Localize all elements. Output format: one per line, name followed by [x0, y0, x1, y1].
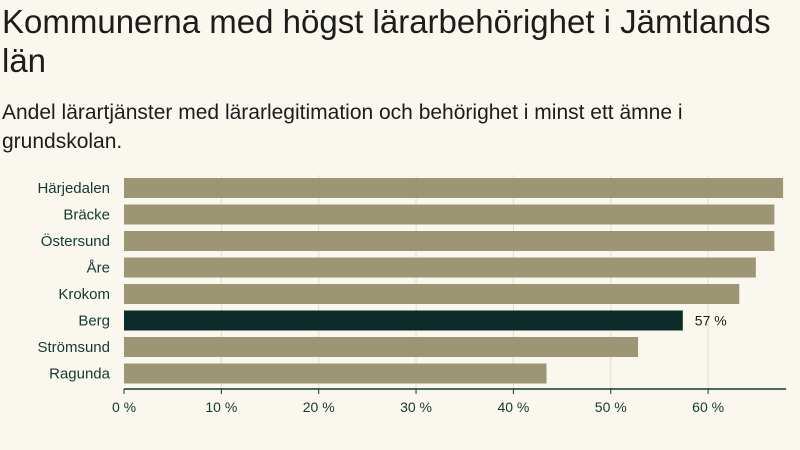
bars-group: [124, 178, 784, 384]
x-tick-label: 50 %: [595, 399, 627, 415]
x-tick-label: 10 %: [205, 399, 237, 415]
bar-krokom: [124, 284, 740, 304]
x-tick-label: 20 %: [303, 399, 335, 415]
bar-ragunda: [124, 363, 547, 384]
category-label: Åre: [87, 260, 110, 277]
bar-strömsund: [124, 337, 639, 357]
category-label: Berg: [78, 313, 110, 330]
category-label: Östersund: [41, 232, 110, 250]
category-label: Krokom: [58, 286, 110, 303]
category-label: Härjedalen: [37, 180, 110, 197]
x-tick-label: 60 %: [692, 399, 724, 415]
x-tick-label: 40 %: [497, 399, 529, 415]
bar-bräcke: [124, 204, 775, 225]
x-tick-label: 30 %: [400, 399, 432, 415]
bar-härjedalen: [124, 178, 784, 198]
bar-östersund: [124, 231, 775, 251]
bar-berg: [124, 310, 683, 331]
category-labels: Härjedalen Bräcke Östersund Åre Krokom Berg St…: [37, 180, 110, 383]
x-axis-ticks: 0 % 10 % 20 % 30 % 40 % 50 % 60 %: [112, 389, 724, 415]
value-labels: 57 %: [695, 313, 727, 329]
chart-subtitle: Andel lärartjänster med lärarlegitimatio…: [2, 101, 683, 153]
bar-åre: [124, 257, 756, 278]
x-tick-label: 0 %: [112, 399, 136, 415]
category-label: Bräcke: [63, 207, 110, 224]
value-label: 57 %: [695, 313, 727, 329]
chart-title: Kommunerna med högst lärarbehörighet i J…: [2, 3, 771, 79]
category-label: Ragunda: [49, 366, 111, 383]
category-label: Strömsund: [37, 339, 110, 356]
